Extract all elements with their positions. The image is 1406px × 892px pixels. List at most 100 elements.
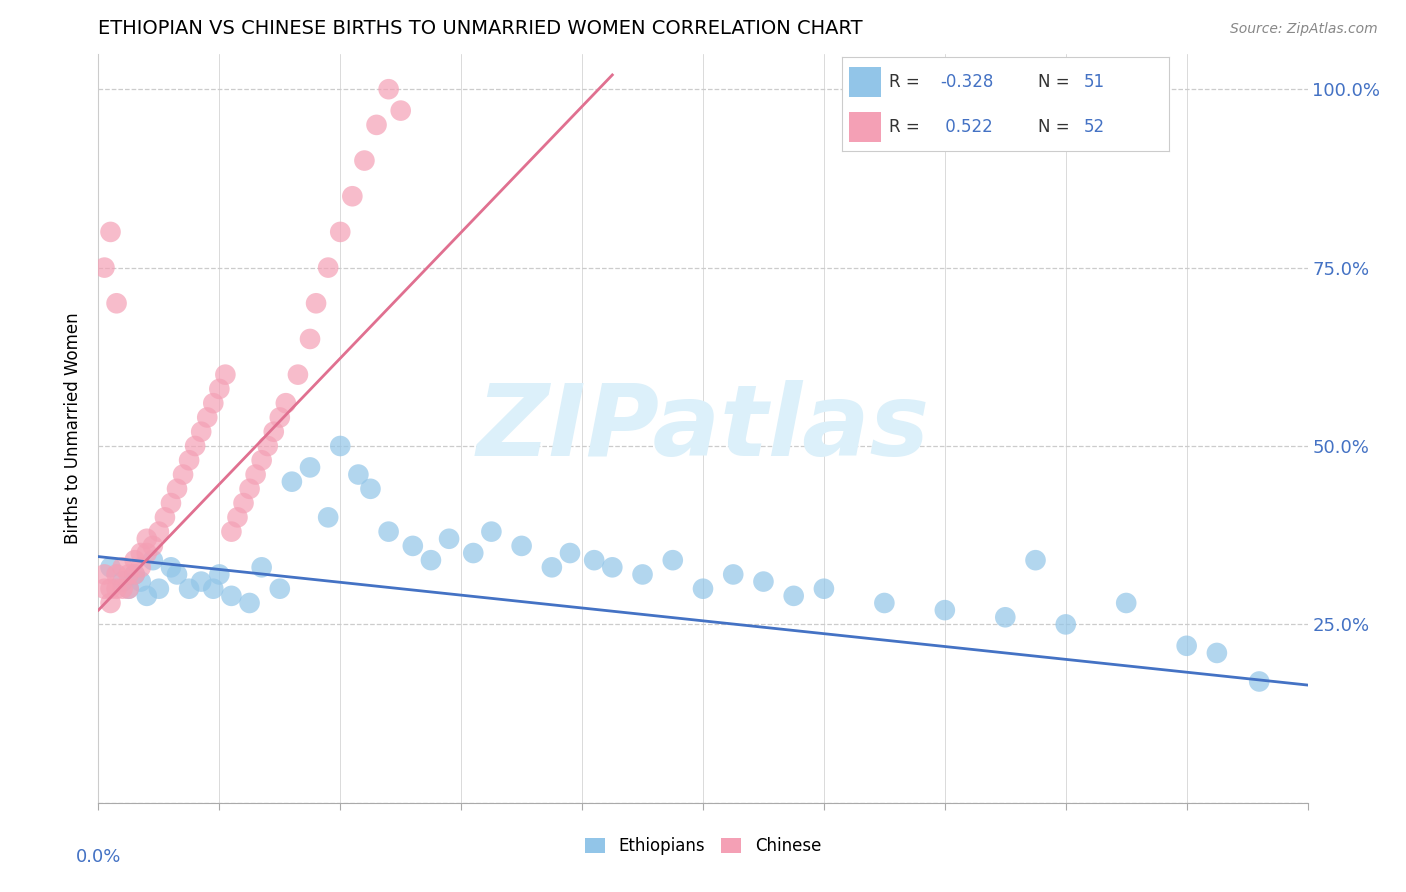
Point <box>540 560 562 574</box>
Point <box>142 539 165 553</box>
Point <box>602 560 624 574</box>
Point <box>111 560 134 574</box>
Point <box>250 453 273 467</box>
Point <box>202 582 225 596</box>
Point <box>111 574 134 589</box>
Point <box>160 560 183 574</box>
Point <box>190 574 212 589</box>
Point <box>316 510 339 524</box>
Point <box>214 368 236 382</box>
Point <box>118 582 141 596</box>
Point <box>250 560 273 574</box>
Point <box>221 589 243 603</box>
Point <box>360 482 382 496</box>
Point <box>153 510 176 524</box>
Point <box>783 589 806 603</box>
Point <box>269 410 291 425</box>
Point <box>208 567 231 582</box>
Legend: Ethiopians, Chinese: Ethiopians, Chinese <box>578 830 828 862</box>
Point <box>1206 646 1229 660</box>
Point <box>135 546 157 560</box>
Point <box>93 260 115 275</box>
Point <box>184 439 207 453</box>
Point <box>195 410 218 425</box>
Point <box>129 574 152 589</box>
Text: 0.0%: 0.0% <box>76 847 121 866</box>
Point <box>148 524 170 539</box>
Point <box>135 532 157 546</box>
Point <box>111 582 134 596</box>
Point <box>129 546 152 560</box>
Point <box>583 553 606 567</box>
Point <box>463 546 485 560</box>
Point <box>1175 639 1198 653</box>
Point <box>239 596 262 610</box>
Point <box>329 225 352 239</box>
Point <box>281 475 304 489</box>
Point <box>93 567 115 582</box>
Point <box>118 567 141 582</box>
Point <box>105 296 128 310</box>
Point <box>316 260 339 275</box>
Point <box>994 610 1017 624</box>
Point <box>105 567 128 582</box>
Point <box>299 332 322 346</box>
Point <box>402 539 425 553</box>
Point <box>661 553 683 567</box>
Point <box>420 553 443 567</box>
Point <box>135 589 157 603</box>
Point <box>208 382 231 396</box>
Point <box>692 582 714 596</box>
Point <box>160 496 183 510</box>
Point <box>124 567 146 582</box>
Point <box>274 396 297 410</box>
Point <box>299 460 322 475</box>
Point <box>100 596 122 610</box>
Point <box>377 524 399 539</box>
Point <box>263 425 285 439</box>
Point <box>752 574 775 589</box>
Point <box>124 553 146 567</box>
Point <box>100 560 122 574</box>
Point <box>347 467 370 482</box>
Point <box>305 296 328 310</box>
Point <box>1054 617 1077 632</box>
Point <box>93 582 115 596</box>
Point <box>377 82 399 96</box>
Point <box>1249 674 1271 689</box>
Point <box>437 532 460 546</box>
Point <box>389 103 412 118</box>
Point <box>510 539 533 553</box>
Point <box>232 496 254 510</box>
Point <box>129 560 152 574</box>
Point <box>179 582 201 596</box>
Point <box>558 546 581 560</box>
Point <box>166 482 188 496</box>
Point <box>481 524 503 539</box>
Text: ETHIOPIAN VS CHINESE BIRTHS TO UNMARRIED WOMEN CORRELATION CHART: ETHIOPIAN VS CHINESE BIRTHS TO UNMARRIED… <box>98 19 863 38</box>
Point <box>118 582 141 596</box>
Point <box>124 567 146 582</box>
Y-axis label: Births to Unmarried Women: Births to Unmarried Women <box>65 312 83 544</box>
Point <box>723 567 745 582</box>
Point <box>329 439 352 453</box>
Point <box>342 189 364 203</box>
Point <box>226 510 249 524</box>
Point <box>105 582 128 596</box>
Point <box>269 582 291 596</box>
Point <box>813 582 835 596</box>
Point <box>631 567 654 582</box>
Point <box>1024 553 1046 567</box>
Text: ZIPatlas: ZIPatlas <box>477 380 929 476</box>
Point <box>100 225 122 239</box>
Point <box>221 524 243 539</box>
Point <box>179 453 201 467</box>
Point <box>100 582 122 596</box>
Point <box>353 153 375 168</box>
Point <box>245 467 267 482</box>
Point <box>239 482 262 496</box>
Point <box>287 368 309 382</box>
Point <box>148 582 170 596</box>
Text: Source: ZipAtlas.com: Source: ZipAtlas.com <box>1230 22 1378 37</box>
Point <box>202 396 225 410</box>
